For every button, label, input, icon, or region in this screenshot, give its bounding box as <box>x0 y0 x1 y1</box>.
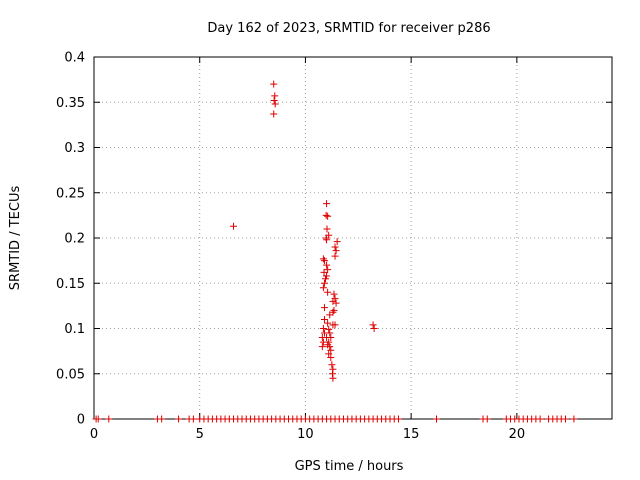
data-point <box>394 415 402 423</box>
data-point <box>271 100 279 108</box>
y-tick-label: 0 <box>77 413 85 428</box>
data-point <box>324 212 332 220</box>
data-point <box>329 374 337 382</box>
data-point <box>105 415 113 423</box>
data-point <box>570 415 578 423</box>
data-point <box>323 334 331 342</box>
chart-title: Day 162 of 2023, SRMTID for receiver p28… <box>207 21 490 36</box>
data-point <box>324 341 332 349</box>
data-points <box>92 80 578 423</box>
data-point <box>320 315 328 323</box>
y-tick-label: 0.35 <box>56 96 85 111</box>
data-point <box>483 415 491 423</box>
data-point <box>333 238 341 246</box>
data-point <box>536 415 544 423</box>
data-point <box>318 343 326 351</box>
data-point <box>189 415 197 423</box>
data-point <box>320 268 328 276</box>
data-point <box>319 325 327 332</box>
data-point <box>158 415 166 423</box>
y-axis-title: SRMTID / TECUs <box>8 186 23 291</box>
x-tick-label: 0 <box>90 427 98 442</box>
data-point <box>270 80 278 88</box>
data-point <box>327 353 335 361</box>
data-point <box>322 275 330 283</box>
y-tick-label: 0.4 <box>64 51 85 66</box>
data-point <box>323 261 331 269</box>
data-point <box>323 225 331 233</box>
data-point <box>433 415 441 423</box>
data-point <box>330 290 338 298</box>
data-point <box>370 325 378 332</box>
data-point <box>271 92 279 100</box>
data-point <box>325 231 333 239</box>
data-point <box>324 319 332 327</box>
data-point <box>94 415 102 423</box>
data-point <box>320 279 328 287</box>
data-point <box>331 252 339 260</box>
data-point <box>175 415 183 423</box>
x-tick-label: 20 <box>509 427 526 442</box>
data-point <box>320 257 328 265</box>
data-point <box>319 284 327 292</box>
data-point <box>320 304 328 312</box>
data-point <box>324 266 332 274</box>
x-tick-label: 5 <box>196 427 204 442</box>
data-point <box>325 325 333 333</box>
data-point <box>331 295 339 303</box>
data-point <box>324 288 332 296</box>
data-point <box>331 321 339 329</box>
data-point <box>332 299 340 307</box>
y-tick-label: 0.1 <box>64 322 85 337</box>
y-tick-label: 0.25 <box>56 186 85 201</box>
data-point <box>270 96 278 104</box>
x-tick-label: 10 <box>297 427 314 442</box>
data-point <box>369 321 377 329</box>
data-point <box>325 350 333 358</box>
y-tick-label: 0.05 <box>56 367 85 382</box>
data-point <box>561 415 569 423</box>
data-point <box>330 306 338 314</box>
data-point <box>326 329 334 337</box>
x-tick-label: 15 <box>403 427 420 442</box>
data-point <box>332 247 340 255</box>
data-point <box>323 236 331 244</box>
data-point <box>270 110 278 118</box>
y-tick-label: 0.3 <box>64 141 85 156</box>
data-point <box>323 200 331 208</box>
x-axis-title: GPS time / hours <box>295 459 404 474</box>
data-point <box>327 346 335 354</box>
data-point <box>331 243 339 251</box>
data-point <box>319 255 327 263</box>
data-point <box>230 222 238 230</box>
axis-ticks: 0 5 10 15 20 0 0.05 0.1 0.15 0.2 0.25 0.3 0.35 0.4 <box>56 51 612 442</box>
data-point <box>329 308 337 316</box>
data-point <box>328 361 336 369</box>
y-tick-label: 0.15 <box>56 277 85 292</box>
data-point <box>322 211 330 219</box>
grid-lines <box>94 57 612 419</box>
y-tick-label: 0.2 <box>64 232 85 247</box>
